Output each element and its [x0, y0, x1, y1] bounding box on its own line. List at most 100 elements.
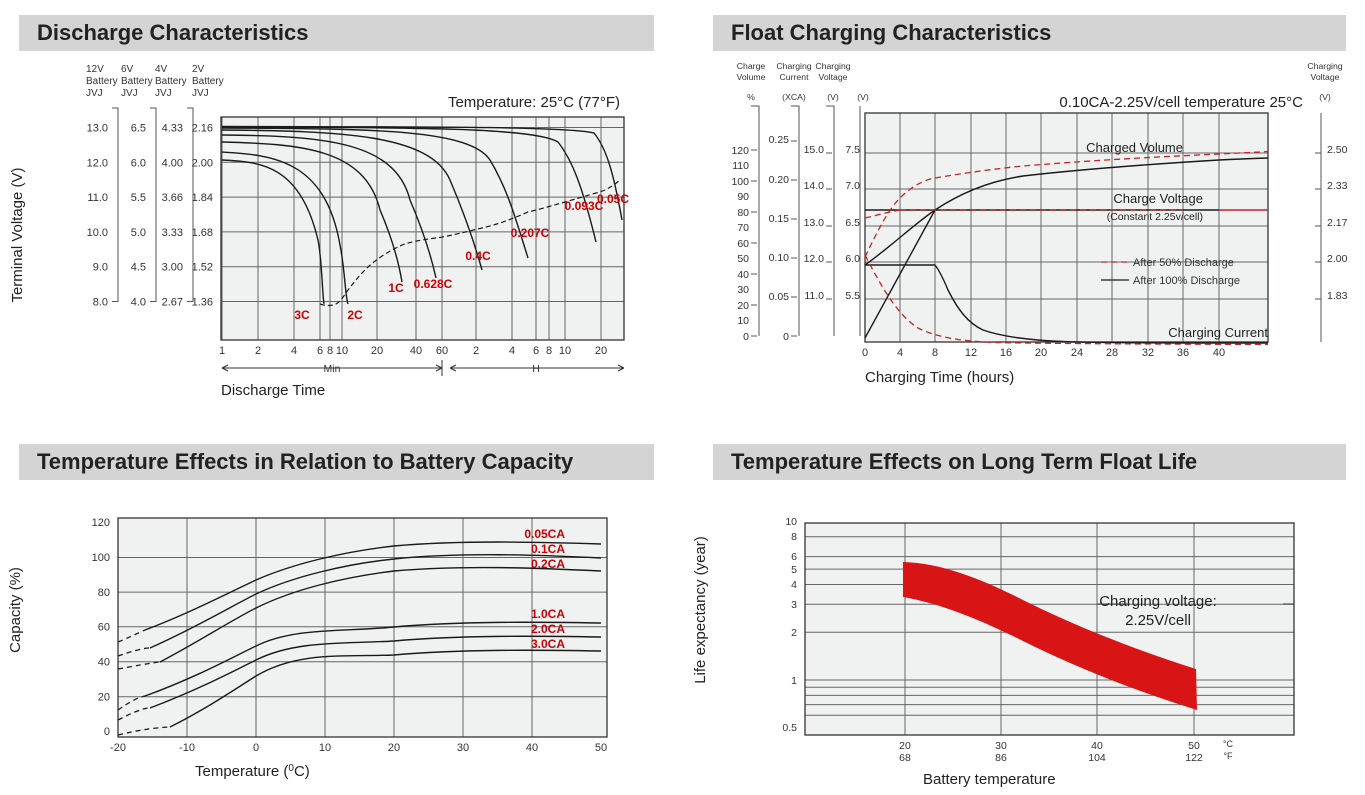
- svg-text:Discharge Time: Discharge Time: [221, 382, 325, 399]
- svg-text:6.5: 6.5: [845, 217, 860, 229]
- svg-text:(XCA): (XCA): [782, 92, 806, 102]
- svg-text:60: 60: [98, 622, 110, 634]
- svg-text:Charging voltage:: Charging voltage:: [1099, 593, 1217, 610]
- svg-text:H: H: [532, 363, 540, 375]
- svg-text:(V): (V): [827, 92, 839, 102]
- svg-text:40: 40: [1213, 347, 1225, 359]
- svg-text:1.84: 1.84: [192, 192, 213, 204]
- svg-text:0.5: 0.5: [782, 722, 797, 734]
- svg-text:Battery: Battery: [86, 76, 118, 87]
- svg-text:104: 104: [1088, 752, 1106, 764]
- svg-text:6: 6: [791, 551, 797, 563]
- svg-text:12.0: 12.0: [804, 253, 825, 265]
- svg-text:After 50% Discharge: After 50% Discharge: [1133, 257, 1234, 269]
- svg-text:(V): (V): [1319, 92, 1331, 102]
- svg-text:1: 1: [791, 675, 797, 687]
- svg-text:3C: 3C: [294, 308, 310, 322]
- svg-text:0.20: 0.20: [769, 174, 790, 186]
- svg-text:6.0: 6.0: [131, 157, 146, 169]
- svg-text:°C: °C: [1223, 739, 1234, 749]
- svg-text:40: 40: [526, 742, 538, 754]
- svg-text:1.36: 1.36: [192, 297, 213, 309]
- svg-text:0.25: 0.25: [769, 134, 790, 146]
- svg-text:3: 3: [791, 599, 797, 611]
- svg-text:JVJ: JVJ: [121, 88, 138, 99]
- svg-text:6V: 6V: [121, 64, 134, 75]
- svg-text:2.50: 2.50: [1327, 144, 1348, 156]
- svg-text:24: 24: [1071, 347, 1083, 359]
- svg-text:Temperature: 25°C (77°F): Temperature: 25°C (77°F): [448, 94, 620, 111]
- svg-text:32: 32: [1142, 347, 1154, 359]
- svg-text:4.33: 4.33: [162, 123, 183, 135]
- svg-text:0.05: 0.05: [769, 291, 790, 303]
- svg-text:10: 10: [336, 345, 348, 357]
- svg-text:4.5: 4.5: [131, 262, 146, 274]
- svg-text:2C: 2C: [347, 308, 363, 322]
- svg-text:10: 10: [559, 345, 571, 357]
- svg-text:Battery: Battery: [121, 76, 153, 87]
- svg-text:20: 20: [595, 345, 607, 357]
- svg-text:(V): (V): [857, 92, 869, 102]
- svg-text:Terminal Voltage (V): Terminal Voltage (V): [9, 167, 26, 302]
- svg-text:120: 120: [731, 145, 749, 157]
- svg-text:12: 12: [965, 347, 977, 359]
- svg-text:1.68: 1.68: [192, 227, 213, 239]
- svg-text:0.628C: 0.628C: [414, 277, 453, 291]
- svg-text:2.0CA: 2.0CA: [531, 622, 565, 636]
- svg-text:0.4C: 0.4C: [465, 249, 491, 263]
- svg-text:2.17: 2.17: [1327, 217, 1348, 229]
- svg-text:20: 20: [1035, 347, 1047, 359]
- svg-text:After 100% Discharge: After 100% Discharge: [1133, 275, 1240, 287]
- svg-text:Current: Current: [780, 72, 810, 82]
- svg-text:11.0: 11.0: [87, 192, 108, 204]
- svg-text:Battery temperature: Battery temperature: [923, 771, 1056, 788]
- svg-text:0.05C: 0.05C: [597, 192, 629, 206]
- svg-text:120: 120: [92, 517, 110, 529]
- svg-text:9.0: 9.0: [93, 262, 108, 274]
- svg-text:%: %: [747, 92, 755, 102]
- svg-text:4: 4: [509, 345, 515, 357]
- svg-text:(Constant 2.25v/cell): (Constant 2.25v/cell): [1107, 211, 1203, 223]
- svg-text:-20: -20: [110, 742, 126, 754]
- svg-text:15.0: 15.0: [804, 144, 825, 156]
- svg-text:Life expectancy (year): Life expectancy (year): [692, 536, 709, 684]
- svg-text:Charging: Charging: [776, 61, 811, 71]
- svg-text:Min: Min: [324, 363, 341, 375]
- svg-text:36: 36: [1177, 347, 1189, 359]
- svg-text:4: 4: [791, 579, 797, 591]
- svg-text:100: 100: [731, 176, 749, 188]
- svg-text:Charge Voltage: Charge Voltage: [1113, 191, 1203, 206]
- svg-text:28: 28: [1106, 347, 1118, 359]
- svg-text:-10: -10: [179, 742, 195, 754]
- svg-text:JVJ: JVJ: [192, 88, 209, 99]
- svg-text:1.52: 1.52: [192, 262, 213, 274]
- svg-text:2.00: 2.00: [1327, 253, 1348, 265]
- svg-text:20: 20: [98, 692, 110, 704]
- svg-text:7.5: 7.5: [845, 144, 860, 156]
- svg-text:0.10CA-2.25V/cell temperature: 0.10CA-2.25V/cell temperature 25°C: [1059, 94, 1303, 111]
- svg-text:Charging Current: Charging Current: [1168, 325, 1268, 340]
- svg-text:13.0: 13.0: [87, 123, 108, 135]
- svg-text:5.0: 5.0: [131, 227, 146, 239]
- svg-text:5.5: 5.5: [845, 290, 860, 302]
- svg-text:10: 10: [785, 516, 797, 528]
- svg-text:50: 50: [1188, 740, 1200, 752]
- svg-text:0.15: 0.15: [769, 213, 790, 225]
- svg-text:8: 8: [932, 347, 938, 359]
- svg-text:3.0CA: 3.0CA: [531, 637, 565, 651]
- svg-text:0.10: 0.10: [769, 252, 790, 264]
- svg-text:20: 20: [737, 300, 749, 312]
- svg-text:12V: 12V: [86, 64, 104, 75]
- svg-text:6: 6: [533, 345, 539, 357]
- svg-text:2: 2: [255, 345, 261, 357]
- svg-text:10: 10: [737, 315, 749, 327]
- svg-text:0: 0: [743, 331, 749, 343]
- svg-text:5: 5: [791, 564, 797, 576]
- svg-text:68: 68: [899, 752, 911, 764]
- svg-text:Charging: Charging: [815, 61, 850, 71]
- svg-text:Charged Volume: Charged Volume: [1086, 140, 1183, 155]
- svg-text:Battery: Battery: [155, 76, 187, 87]
- svg-text:2.33: 2.33: [1327, 180, 1348, 192]
- svg-text:100: 100: [92, 552, 110, 564]
- svg-text:5.5: 5.5: [131, 192, 146, 204]
